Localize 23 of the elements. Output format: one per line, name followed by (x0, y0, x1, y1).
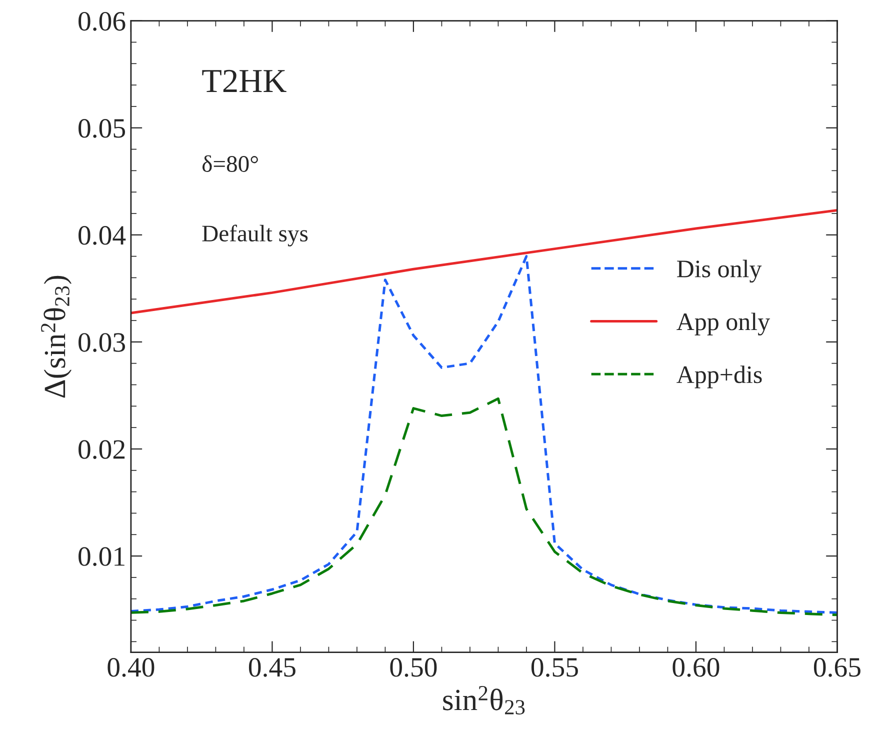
line-series (130, 397, 838, 616)
y-tick-label: 0.03 (78, 333, 126, 352)
x-tick-label: 0.65 (814, 658, 860, 677)
x-tick-label: 0.60 (672, 658, 720, 677)
x-tick-label: 0.55 (531, 658, 578, 677)
x-tick-label: 0.40 (108, 658, 154, 677)
x-tick-label: 0.45 (248, 658, 296, 677)
y-tick-label: 0.06 (78, 12, 126, 31)
annotation: Default sys (202, 224, 308, 246)
y-tick-label: 0.02 (78, 440, 125, 460)
y-tick-label: 0.01 (78, 547, 124, 566)
legend-label: App only (676, 312, 770, 336)
y-axis-title: Δ(sin$^{2}$θ$_{23}$) (41, 276, 72, 398)
y-tick-label: 0.04 (78, 226, 126, 245)
annotation: δ=80° (202, 155, 258, 172)
x-tick-label: 0.50 (390, 658, 437, 677)
annotation: T2HK (202, 70, 286, 92)
line-series (130, 209, 838, 314)
legend-label: App+dis (676, 366, 762, 388)
line-series (130, 255, 838, 614)
legend-label: Dis only (677, 260, 762, 283)
x-axis-title: sin$^{2}$θ$_{23}$ (443, 686, 525, 714)
y-tick-label: 0.05 (78, 119, 126, 138)
